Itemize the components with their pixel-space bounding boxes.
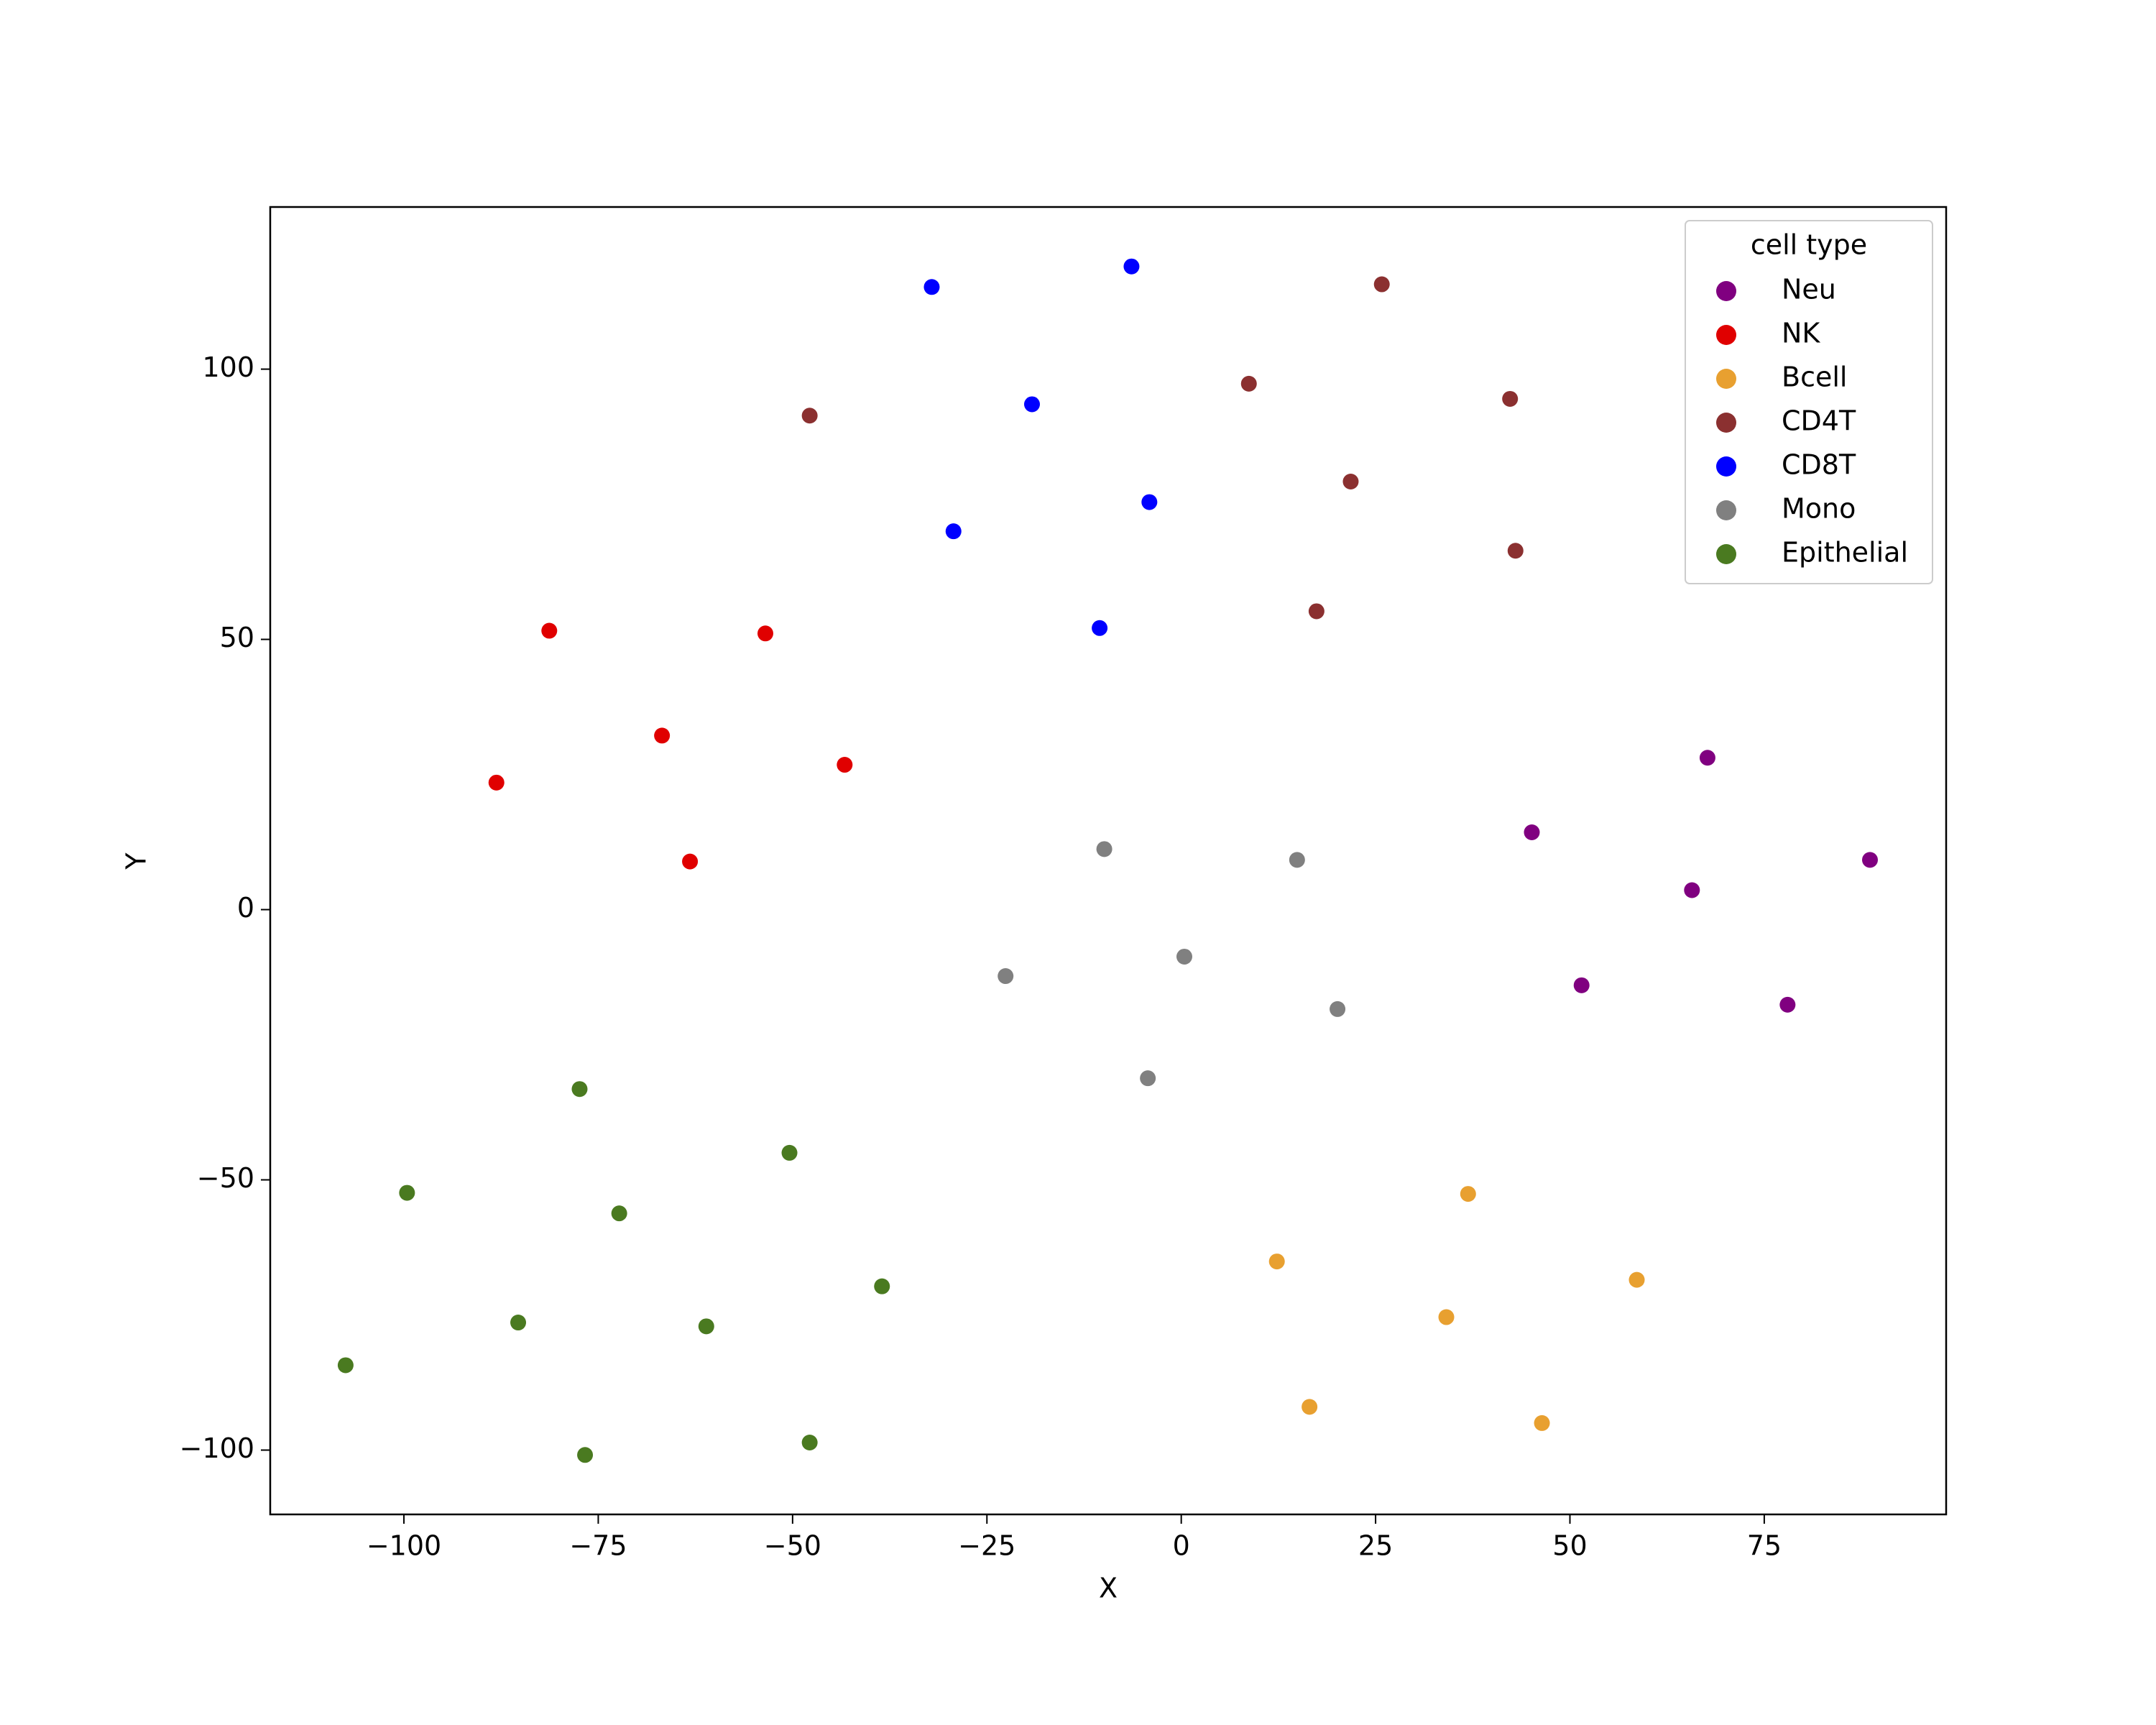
point	[611, 1205, 627, 1222]
point	[1862, 852, 1878, 868]
point	[1534, 1414, 1550, 1431]
point	[1268, 1254, 1285, 1270]
y-tick-label: −100	[180, 1432, 254, 1464]
point	[1628, 1271, 1645, 1288]
x-tick-label: 75	[1747, 1530, 1782, 1562]
x-tick-label: 50	[1552, 1530, 1587, 1562]
x-tick-label: −25	[958, 1530, 1015, 1562]
point	[1123, 258, 1140, 275]
legend-marker	[1716, 456, 1736, 477]
point	[1460, 1186, 1476, 1202]
x-tick-label: −100	[367, 1530, 441, 1562]
point	[1024, 396, 1040, 413]
point	[1524, 824, 1540, 841]
point	[577, 1447, 594, 1463]
y-tick-label: 0	[237, 892, 254, 924]
y-axis-label: Y	[121, 852, 152, 870]
point	[654, 727, 671, 744]
legend-marker	[1716, 369, 1736, 389]
point	[945, 523, 962, 540]
point	[1373, 276, 1390, 293]
point	[1176, 948, 1192, 965]
legend-label: CD4T	[1782, 405, 1856, 437]
x-tick-label: −50	[764, 1530, 821, 1562]
y-tick-label: 100	[202, 351, 254, 383]
legend-label: Neu	[1782, 274, 1836, 305]
point	[801, 408, 818, 424]
point	[1699, 750, 1715, 766]
legend-label: Mono	[1782, 493, 1856, 525]
point	[801, 1434, 818, 1450]
x-axis-label: X	[1099, 1573, 1118, 1604]
x-tick-label: 0	[1173, 1530, 1190, 1562]
point	[1302, 1399, 1318, 1415]
point	[923, 279, 940, 295]
legend-title: cell type	[1751, 229, 1867, 261]
legend-marker	[1716, 413, 1736, 433]
point	[698, 1318, 714, 1335]
point	[1289, 852, 1305, 868]
point	[1342, 473, 1359, 489]
legend-box	[1685, 220, 1933, 584]
legend-marker	[1716, 544, 1736, 564]
legend-label: NK	[1782, 318, 1820, 349]
point	[1092, 620, 1108, 636]
point	[541, 622, 558, 639]
x-tick-label: −75	[569, 1530, 627, 1562]
point	[1330, 1000, 1346, 1017]
point	[1240, 375, 1257, 392]
point	[337, 1357, 354, 1374]
y-tick-label: −50	[197, 1162, 254, 1194]
point	[1308, 603, 1325, 620]
legend-label: CD8T	[1782, 449, 1856, 481]
point	[571, 1081, 588, 1098]
legend-label: Epithelial	[1782, 537, 1908, 569]
point	[1140, 1070, 1156, 1087]
point	[757, 625, 773, 642]
point	[998, 968, 1014, 985]
plot-frame	[269, 206, 1948, 1516]
legend-label: Bcell	[1782, 362, 1847, 393]
point	[510, 1315, 527, 1331]
point	[1507, 543, 1524, 559]
point	[399, 1184, 415, 1201]
point	[1438, 1309, 1455, 1325]
legend-marker	[1716, 500, 1736, 520]
point	[781, 1144, 798, 1161]
y-tick-label: 50	[220, 622, 254, 653]
point	[1502, 390, 1519, 407]
point	[682, 853, 699, 870]
point	[837, 757, 853, 773]
point	[1573, 977, 1590, 993]
point	[1141, 494, 1158, 510]
legend-marker	[1716, 325, 1736, 345]
legend-marker	[1716, 281, 1736, 301]
point	[1684, 882, 1700, 898]
point	[874, 1278, 890, 1294]
x-tick-label: 25	[1358, 1530, 1393, 1562]
point	[1779, 996, 1796, 1013]
point	[1096, 841, 1112, 857]
point	[488, 774, 505, 791]
